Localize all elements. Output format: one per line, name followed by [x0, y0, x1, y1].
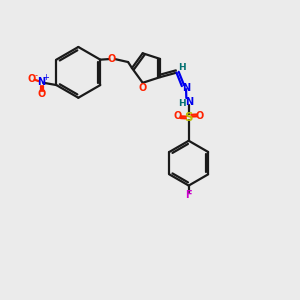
Text: O: O [138, 82, 146, 93]
Text: H: H [178, 63, 186, 72]
Text: N: N [38, 77, 46, 87]
Text: N: N [185, 97, 193, 107]
Text: O: O [195, 111, 204, 121]
Text: -: - [34, 71, 37, 80]
Text: O: O [37, 89, 46, 99]
Text: N: N [182, 82, 190, 93]
Text: H: H [178, 99, 186, 108]
Text: F: F [185, 190, 192, 200]
Text: O: O [108, 54, 116, 64]
Text: O: O [174, 111, 182, 121]
Text: S: S [184, 111, 193, 124]
Text: O: O [28, 74, 36, 84]
Text: +: + [43, 74, 49, 82]
